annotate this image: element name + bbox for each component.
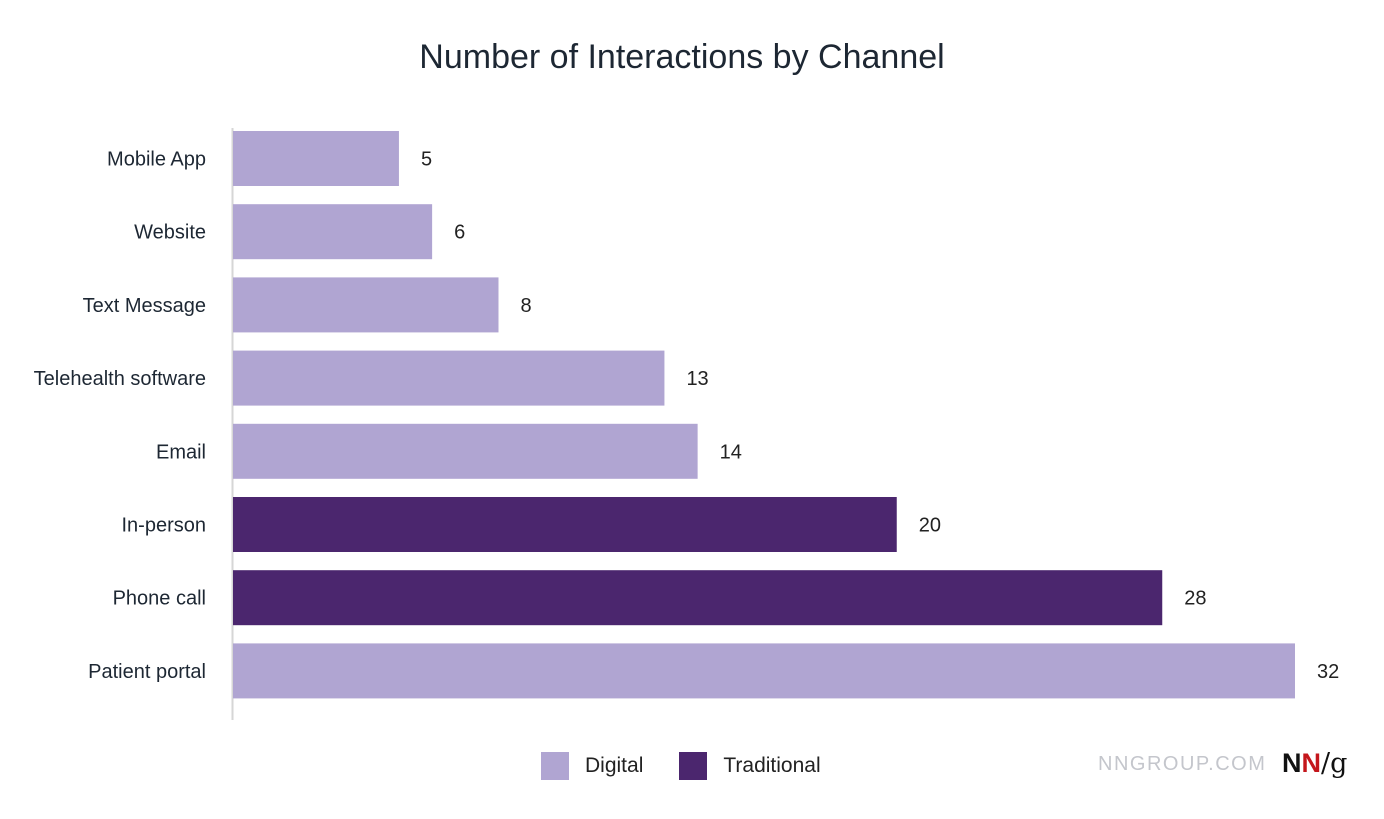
brand-url: NNGROUP.COM	[1098, 753, 1267, 775]
data-label: 20	[919, 515, 941, 537]
bar	[233, 131, 399, 186]
data-label: 8	[521, 295, 532, 317]
legend-label-traditional: Traditional	[723, 754, 821, 777]
nng-logo: NN/g	[1282, 748, 1348, 779]
bar	[233, 643, 1295, 699]
category-label: Telehealth software	[34, 368, 206, 390]
category-label: Patient portal	[88, 661, 206, 683]
bar	[233, 423, 698, 479]
bar	[233, 204, 433, 260]
bar	[233, 570, 1163, 626]
legend-swatch-traditional	[679, 752, 708, 780]
legend: Digital Traditional	[541, 752, 857, 780]
data-label: 5	[421, 149, 432, 171]
legend-item-digital[interactable]: Digital	[541, 752, 643, 780]
chart-title: Number of Interactions by Channel	[419, 38, 945, 76]
category-label: Phone call	[113, 588, 206, 610]
category-label: Text Message	[83, 295, 206, 317]
category-label: Email	[156, 441, 206, 463]
data-label: 6	[454, 222, 465, 244]
legend-swatch-digital	[541, 752, 569, 780]
data-label: 14	[720, 441, 742, 463]
data-label: 28	[1184, 588, 1206, 610]
bar	[233, 350, 665, 406]
legend-label-digital: Digital	[585, 754, 644, 777]
bar	[233, 277, 499, 333]
data-label: 32	[1317, 661, 1339, 683]
category-label: Mobile App	[107, 149, 206, 171]
data-label: 13	[686, 368, 708, 390]
category-label: In-person	[122, 515, 207, 537]
category-label: Website	[134, 222, 206, 244]
bar	[233, 497, 897, 552]
legend-item-traditional[interactable]: Traditional	[679, 752, 821, 780]
